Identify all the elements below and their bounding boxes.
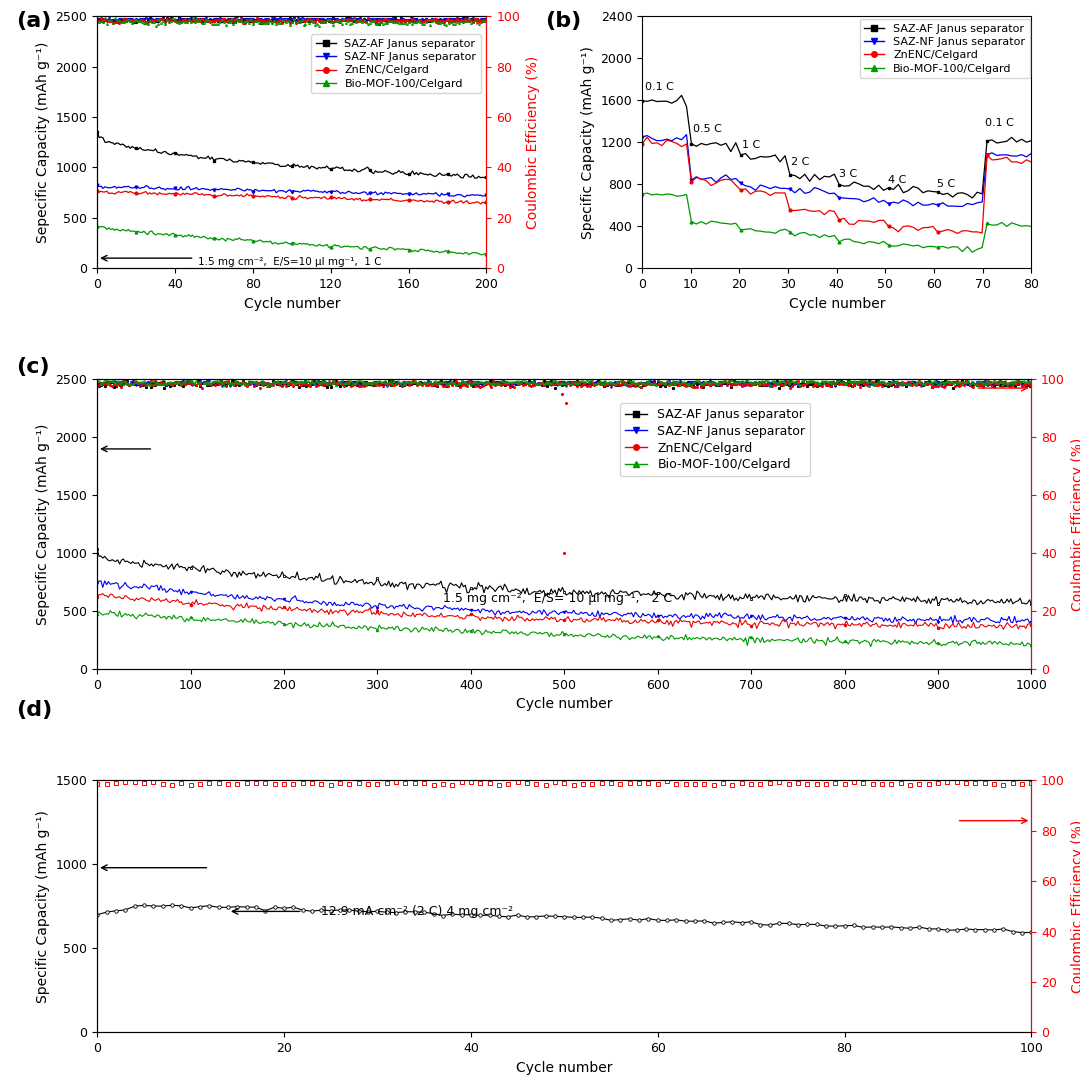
Y-axis label: Coulombic Efficiency (%): Coulombic Efficiency (%) bbox=[1070, 819, 1080, 993]
Text: 1.5 mg cm⁻²,  E/S= 10 μl mg⁻¹,   2 C: 1.5 mg cm⁻², E/S= 10 μl mg⁻¹, 2 C bbox=[443, 592, 672, 605]
Text: (d): (d) bbox=[16, 699, 53, 720]
X-axis label: Cycle number: Cycle number bbox=[516, 1060, 612, 1075]
Text: 12.9 mA cm⁻² (2 C) 4 mg cm⁻²: 12.9 mA cm⁻² (2 C) 4 mg cm⁻² bbox=[322, 905, 513, 918]
X-axis label: Cycle number: Cycle number bbox=[788, 296, 885, 310]
Text: 0.1 C: 0.1 C bbox=[645, 82, 674, 92]
Text: 1 C: 1 C bbox=[742, 139, 760, 149]
Text: 0.1 C: 0.1 C bbox=[985, 118, 1014, 128]
Text: (b): (b) bbox=[545, 11, 582, 31]
Y-axis label: Sepecific Capacity (mAh g⁻¹): Sepecific Capacity (mAh g⁻¹) bbox=[36, 424, 50, 625]
Text: 3 C: 3 C bbox=[839, 169, 858, 179]
Text: 4 C: 4 C bbox=[888, 175, 906, 185]
Text: (c): (c) bbox=[16, 357, 50, 377]
Y-axis label: Coulombic Efficiency (%): Coulombic Efficiency (%) bbox=[1070, 438, 1080, 611]
Text: (a): (a) bbox=[16, 11, 52, 31]
X-axis label: Cycle number: Cycle number bbox=[244, 296, 340, 310]
Legend: SAZ-AF Janus separator, SAZ-NF Janus separator, ZnENC/Celgard, Bio-MOF-100/Celga: SAZ-AF Janus separator, SAZ-NF Janus sep… bbox=[620, 403, 810, 477]
Legend: SAZ-AF Janus separator, SAZ-NF Janus separator, ZnENC/Celgard, Bio-MOF-100/Celga: SAZ-AF Janus separator, SAZ-NF Janus sep… bbox=[311, 35, 481, 93]
Y-axis label: Sepecific Capacity (mAh g⁻¹): Sepecific Capacity (mAh g⁻¹) bbox=[36, 41, 50, 243]
Text: 2 C: 2 C bbox=[791, 158, 809, 168]
Text: 0.5 C: 0.5 C bbox=[693, 124, 723, 134]
Y-axis label: Specific Capacity (mAh g⁻¹): Specific Capacity (mAh g⁻¹) bbox=[36, 810, 50, 1003]
Text: 5 C: 5 C bbox=[936, 179, 955, 189]
Legend: SAZ-AF Janus separator, SAZ-NF Janus separator, ZnENC/Celgard, Bio-MOF-100/Celga: SAZ-AF Janus separator, SAZ-NF Janus sep… bbox=[860, 19, 1029, 78]
Y-axis label: Specific Capacity (mAh g⁻¹): Specific Capacity (mAh g⁻¹) bbox=[581, 45, 595, 239]
Text: 1.5 mg cm⁻²,  E/S=10 μl mg⁻¹,  1 C: 1.5 mg cm⁻², E/S=10 μl mg⁻¹, 1 C bbox=[199, 256, 382, 267]
Y-axis label: Coulombic Efficiency (%): Coulombic Efficiency (%) bbox=[526, 55, 540, 229]
X-axis label: Cycle number: Cycle number bbox=[516, 697, 612, 711]
